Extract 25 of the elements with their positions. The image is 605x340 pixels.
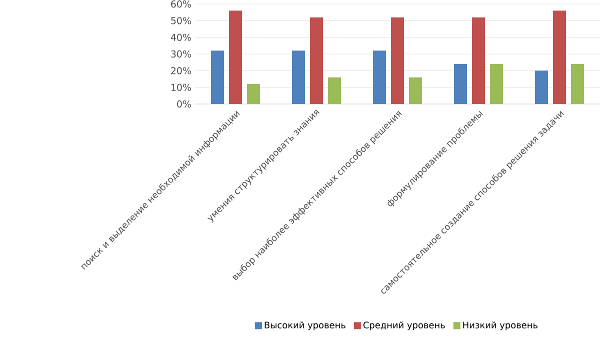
bar (490, 64, 504, 104)
bar (328, 77, 342, 104)
bar (310, 17, 324, 104)
y-tick-label: 10% (171, 84, 191, 91)
legend-label: Высокий уровень (264, 322, 346, 330)
bar (454, 64, 468, 104)
y-tick-label: 60% (171, 0, 191, 8)
bar (211, 50, 224, 104)
y-tick-label: 0% (177, 100, 191, 108)
legend-label: Средний уровень (363, 322, 445, 330)
y-tick-label: 40% (170, 34, 191, 41)
bar (247, 84, 260, 104)
y-tick-label: 20% (171, 67, 191, 74)
bar (292, 50, 305, 104)
legend-label: Низкий уровень (463, 322, 538, 330)
bar (535, 70, 548, 104)
bar (391, 17, 404, 104)
bar (553, 10, 566, 104)
bar (571, 64, 584, 104)
bar (229, 10, 242, 104)
y-tick-label: 50% (171, 17, 191, 24)
bar (373, 50, 386, 104)
y-tick-label: 30% (171, 50, 191, 58)
bar (472, 17, 486, 104)
bar (409, 77, 422, 104)
